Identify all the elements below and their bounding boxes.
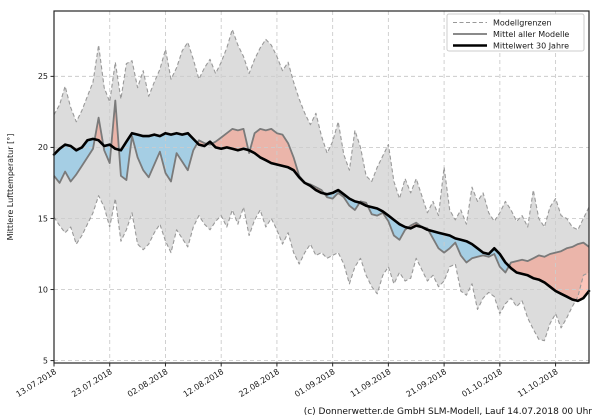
x-tick-label: 02.08.2018 <box>126 367 170 399</box>
climate-mean-line <box>52 131 591 303</box>
x-tick-label: 11.09.2018 <box>349 367 393 399</box>
warm-anomaly-fill <box>249 128 305 183</box>
x-tick-label: 11.10.2018 <box>516 367 560 399</box>
legend-entry-label: Mittelwert 30 Jahre <box>493 41 569 50</box>
y-tick-label: 10 <box>38 285 48 294</box>
x-tick-label: 01.10.2018 <box>460 367 504 399</box>
cool-anomaly-fill <box>428 230 509 273</box>
chart-caption: (c) Donnerwetter.de GmbH SLM-Modell, Lau… <box>303 407 592 417</box>
lower-bound-line <box>53 195 590 342</box>
warm-anomaly-fill <box>509 242 589 301</box>
x-tick-label: 23.07.2018 <box>70 367 114 399</box>
legend-entry-label: Modellgrenzen <box>493 18 552 27</box>
cool-anomaly-fill <box>118 133 198 182</box>
upper-bound-line <box>53 28 590 231</box>
x-tick-label: 21.09.2018 <box>405 367 449 399</box>
warm-anomaly-fill <box>94 117 104 146</box>
model-mean-line <box>53 99 590 274</box>
warm-anomaly-fill <box>111 100 119 150</box>
y-tick-label: 15 <box>38 214 48 223</box>
y-tick-label: 20 <box>38 143 48 152</box>
x-tick-label: 13.07.2018 <box>14 367 58 399</box>
plot-border <box>53 10 590 364</box>
legend-entry-label: Mittel aller Modelle <box>493 30 569 39</box>
x-tick-label: 22.08.2018 <box>237 367 281 399</box>
cool-anomaly-fill <box>324 190 360 210</box>
y-axis-label: Mittlere Lufttemperatur [°] <box>6 134 15 241</box>
y-tick-label: 5 <box>43 356 48 365</box>
x-tick-label: 01.09.2018 <box>293 367 337 399</box>
y-tick-label: 25 <box>38 72 48 81</box>
x-tick-label: 12.08.2018 <box>182 367 226 399</box>
legend-box <box>446 13 585 52</box>
model-range-fill <box>54 29 589 341</box>
